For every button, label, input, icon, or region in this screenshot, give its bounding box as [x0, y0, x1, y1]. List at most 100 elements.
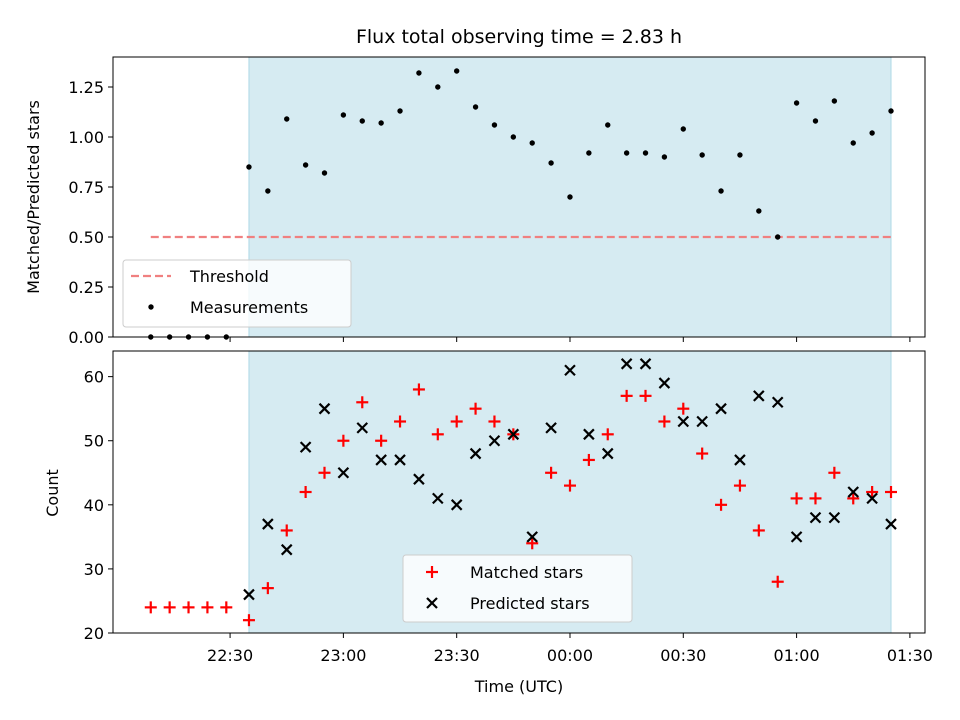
matched-star-point: [431, 428, 444, 441]
measurement-point: [586, 150, 592, 156]
measurement-point: [416, 70, 422, 76]
matched-star-point: [394, 415, 407, 428]
predicted-star-point: [318, 402, 331, 415]
predicted-star-point: [299, 441, 312, 453]
ratio-panel: 0.00 0.25 0.50 0.75 1.00 1.25 Matched/Predict…: [24, 56, 926, 347]
matched-star-point: [639, 389, 652, 402]
predicted-star-point: [545, 422, 557, 434]
legend-matched-label: Matched stars: [470, 563, 583, 582]
predicted-star-point: [507, 428, 520, 441]
matched-star-point: [620, 389, 633, 402]
predicted-star-point: [394, 454, 406, 466]
x-tick-label: 22:30: [207, 646, 253, 665]
ratio-y-tick-label: 1.00: [68, 128, 104, 147]
predicted-star-point: [639, 358, 652, 370]
predicted-star-point: [771, 396, 784, 409]
predicted-star-point: [450, 499, 463, 511]
matched-star-point: [715, 498, 728, 511]
count-panel-frame: [112, 350, 926, 634]
predicted-star-point: [790, 531, 803, 543]
ratio-y-tick-label: 1.25: [68, 78, 104, 97]
count-y-tick-label: 50: [84, 432, 104, 451]
matched-star-point: [488, 415, 501, 428]
measurement-point: [529, 140, 535, 146]
x-tick-label: 00:30: [660, 646, 706, 665]
matched-star-point: [299, 486, 312, 498]
measurement-point: [831, 98, 838, 104]
predicted-star-point: [564, 364, 576, 377]
measurement-point: [397, 108, 403, 114]
predicted-star-point: [885, 518, 897, 530]
matched-star-point: [337, 434, 350, 447]
matched-star-point: [356, 396, 369, 409]
matched-star-point: [280, 524, 293, 537]
measurement-point: [340, 112, 347, 118]
matched-star-point: [752, 524, 765, 537]
measurement-point: [321, 170, 328, 176]
predicted-star-point: [601, 447, 614, 460]
ratio-y-tick-label: 0.75: [68, 178, 104, 197]
measurement-point: [812, 118, 819, 124]
measurement-point: [642, 150, 649, 156]
measurement-point: [888, 108, 894, 114]
ticks-top: 0.00 0.25 0.50 0.75 1.00 1.25: [68, 78, 911, 347]
count-legend: Matched stars Predicted stars: [402, 554, 633, 623]
predicted-star-point: [809, 511, 822, 524]
measurement-point: [850, 140, 856, 146]
predicted-star-point: [488, 434, 501, 447]
matched-star-point: [469, 402, 482, 415]
measurement-point: [718, 188, 724, 194]
measurement-point: [472, 104, 479, 110]
predicted-star-point: [677, 415, 690, 428]
measurement-point: [359, 118, 365, 124]
predicted-star-point: [828, 511, 841, 524]
matched-star-point: [412, 383, 425, 396]
measurement-point: [378, 120, 384, 126]
ratio-y-axis-label: Matched/Predicted stars: [24, 100, 43, 294]
measurement-point: [756, 208, 762, 214]
measurement-point: [435, 84, 441, 90]
measurement-point: [775, 234, 781, 240]
legend-predicted-label: Predicted stars: [470, 594, 590, 613]
matched-star-point: [450, 415, 463, 428]
x-axis-label: Time (UTC): [474, 677, 563, 696]
matched-star-point: [220, 601, 233, 614]
predicted-star-point: [620, 358, 633, 370]
measurement-point: [567, 194, 573, 200]
predicted-star-point: [432, 492, 444, 505]
count-panel: 20 30 40 50 60 22:30 23:00 23:30 00:00 00:30 01:00…: [43, 350, 933, 696]
x-tick-label: 00:00: [547, 646, 593, 665]
measurement-point: [491, 122, 498, 128]
matched-star-point: [733, 479, 746, 492]
ratio-y-tick-label: 0.50: [68, 228, 104, 247]
legend-threshold-label: Threshold: [189, 267, 269, 286]
matched-star-point: [847, 492, 860, 505]
predicted-star-point: [583, 428, 595, 441]
predicted-star-point: [753, 390, 765, 402]
measurement-point: [284, 116, 290, 122]
matched-star-point: [201, 601, 214, 614]
predicted-star-point: [715, 402, 727, 415]
measurement-point: [453, 68, 460, 74]
predicted-star-point: [696, 415, 708, 428]
predicted-star-point: [734, 454, 746, 466]
measurement-point: [265, 188, 271, 194]
matched-star-point: [144, 601, 157, 614]
ratio-y-tick-label: 0.00: [68, 328, 104, 347]
predicted-star-point: [337, 466, 350, 479]
predicted-star-point: [262, 518, 274, 530]
predicted-star-point: [526, 531, 538, 543]
x-tick-label: 23:00: [320, 646, 366, 665]
matched-star-point: [375, 434, 388, 447]
matched-star-point: [658, 415, 671, 428]
matched-star-point: [242, 614, 255, 627]
predicted-star-point: [243, 588, 255, 601]
measurement-point: [869, 130, 875, 136]
measurement-point: [510, 134, 517, 140]
matched-star-point: [696, 447, 709, 460]
measurement-point: [737, 152, 743, 158]
matched-star-point: [318, 466, 331, 479]
predicted-star-point: [866, 492, 878, 505]
predicted-star-point: [356, 422, 369, 434]
